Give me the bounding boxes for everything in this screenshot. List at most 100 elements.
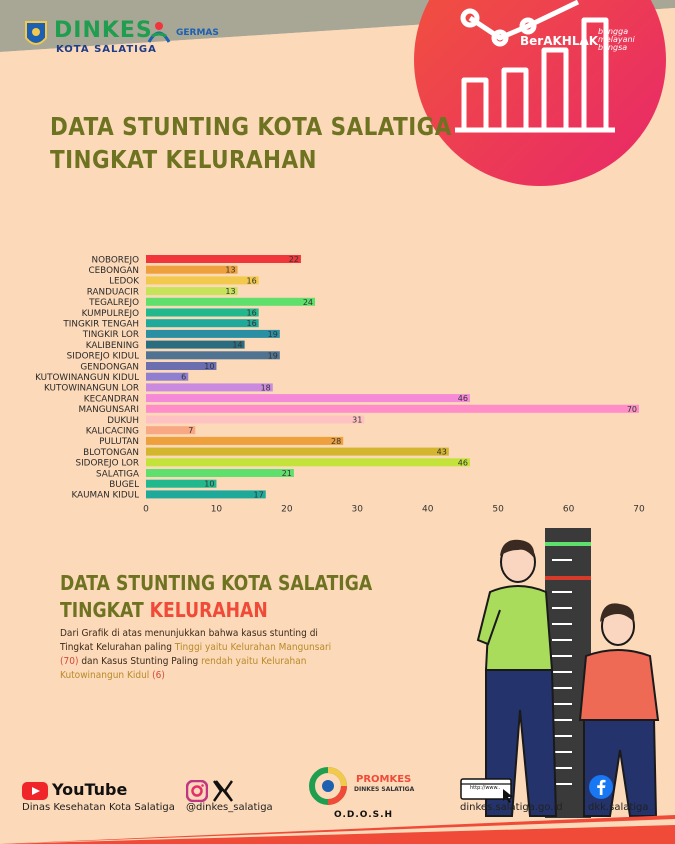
data-label: 16 (246, 276, 256, 285)
bar (146, 298, 315, 306)
bar (146, 287, 238, 295)
x-tick-label: 20 (281, 504, 293, 514)
category-label: KUTOWINANGUN KIDUL (35, 373, 139, 383)
youtube-channel: Dinas Kesehatan Kota Salatiga (22, 802, 175, 813)
category-label: SIDOREJO KIDUL (67, 352, 139, 362)
data-label: 19 (268, 351, 278, 360)
city-crest-icon (24, 20, 48, 50)
website-link[interactable]: dinkes.salatiga.go.id (460, 802, 563, 813)
bar (146, 458, 470, 466)
data-label: 28 (331, 437, 341, 446)
category-label: RANDUACIR (87, 287, 139, 297)
bar (146, 416, 364, 424)
x-tick-label: 50 (492, 504, 504, 514)
category-label: TEGALREJO (88, 298, 139, 308)
category-label: DUKUH (107, 416, 139, 426)
bar (146, 276, 259, 284)
x-tick-label: 30 (352, 504, 364, 514)
logo-subtitle: KOTA SALATIGA (56, 44, 157, 55)
logo-title: DINKES (54, 18, 153, 43)
category-label: LEDOK (109, 277, 139, 287)
data-label: 43 (437, 448, 447, 457)
category-label: KALIBENING (86, 341, 139, 351)
data-label: 16 (246, 319, 256, 328)
promkes-logo-icon (308, 766, 352, 806)
page-title-line: TINGKAT KELURAHAN (50, 143, 452, 176)
data-label: 21 (282, 469, 292, 478)
data-label: 70 (627, 405, 637, 414)
tall-person-icon (478, 540, 556, 816)
summary-title-highlight: KELURAHAN (150, 598, 268, 622)
data-label: 13 (225, 266, 235, 275)
summary-description: Dari Grafik di atas menunjukkan bahwa ka… (60, 627, 348, 683)
category-label: CEBONGAN (88, 266, 139, 276)
data-label: 17 (254, 490, 264, 499)
data-label: 13 (225, 287, 235, 296)
stunting-bar-chart: NOBOREJOCEBONGANLEDOKRANDUACIRTEGALREJOK… (0, 248, 675, 523)
category-label: GENDONGAN (80, 362, 139, 372)
category-label: SIDOREJO LOR (76, 459, 140, 469)
germas-label: GERMAS (176, 28, 219, 38)
berakhlak-label: BerAKHLAK (520, 34, 598, 48)
browser-address: http://www.. (470, 785, 500, 791)
category-label: TINGKIR LOR (82, 330, 139, 340)
page-title-line: DATA STUNTING KOTA SALATIGA (50, 110, 452, 143)
promkes-label: PROMKES (356, 774, 411, 785)
bar (146, 351, 280, 359)
category-label: SALATIGA (96, 469, 139, 479)
bar (146, 405, 639, 413)
data-label: 6 (181, 373, 186, 382)
berakhlak-tagline: bangga melayani bangsa (598, 28, 635, 52)
youtube-label: YouTube (52, 780, 127, 799)
bar (146, 437, 343, 445)
x-tick-label: 0 (143, 504, 149, 514)
bar (146, 490, 266, 498)
data-label: 18 (261, 383, 271, 392)
data-label: 16 (246, 309, 256, 318)
data-label: 10 (204, 362, 214, 371)
bar (146, 266, 238, 274)
germas-figure-icon (146, 20, 172, 46)
data-label: 22 (289, 255, 299, 264)
category-label: BUGEL (109, 480, 139, 490)
data-label: 14 (232, 341, 242, 350)
bar (146, 309, 259, 317)
data-label: 10 (204, 480, 214, 489)
facebook-icon (588, 774, 614, 800)
bar (146, 330, 280, 338)
x-tick-label: 60 (563, 504, 575, 514)
x-tick-label: 40 (422, 504, 434, 514)
category-label: KAUMAN KIDUL (71, 491, 139, 501)
category-label: KUMPULREJO (82, 309, 139, 319)
bar (146, 448, 449, 456)
data-label: 19 (268, 330, 278, 339)
facebook-handle: dkk.salatiga (588, 802, 649, 813)
dinkes-logo: DINKES KOTA SALATIGA GERMAS (24, 18, 224, 56)
x-twitter-icon (212, 780, 234, 802)
bar (146, 255, 301, 263)
category-label: KALICACING (86, 427, 139, 437)
category-label: PULUTAN (99, 437, 139, 447)
bar (146, 319, 259, 327)
promkes-sub: DINKES SALATIGA (354, 786, 414, 793)
bar (146, 394, 470, 402)
summary-title: DATA STUNTING KOTA SALATIGA TINGKAT KELU… (60, 570, 372, 624)
instagram-icon (186, 780, 208, 802)
category-label: KUTOWINANGUN LOR (44, 384, 139, 394)
x-tick-label: 70 (633, 504, 645, 514)
odosh-label: O.D.O.S.H (334, 810, 393, 820)
data-label: 7 (188, 426, 193, 435)
data-label: 24 (303, 298, 313, 307)
category-label: MANGUNSARI (79, 405, 140, 415)
x-tick-label: 10 (211, 504, 223, 514)
data-label: 31 (352, 416, 362, 425)
page-title: DATA STUNTING KOTA SALATIGA TINGKAT KELU… (50, 110, 452, 176)
bar (146, 469, 294, 477)
category-label: KECANDRAN (84, 394, 139, 404)
bar (146, 341, 245, 349)
bar (146, 383, 273, 391)
data-label: 46 (458, 458, 468, 467)
category-label: NOBOREJO (92, 255, 140, 265)
height-measure-illustration (460, 520, 675, 820)
data-label: 46 (458, 394, 468, 403)
